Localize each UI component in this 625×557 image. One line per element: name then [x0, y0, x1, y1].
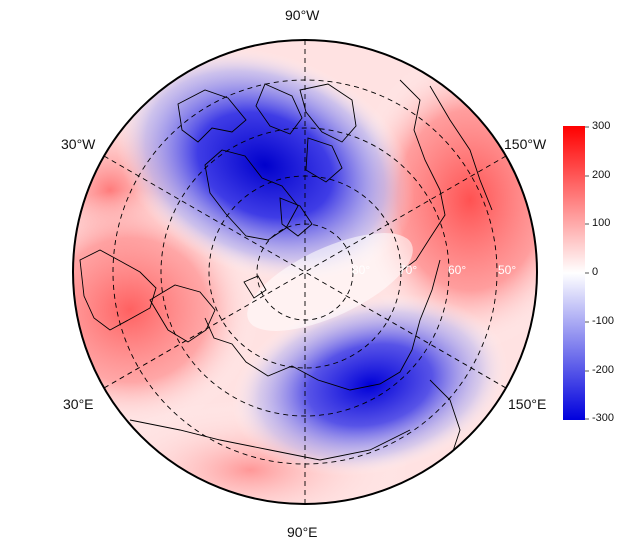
siberia-coast [204, 259, 441, 391]
greenland-coast [204, 149, 299, 241]
colorbar-label-200: 200 [592, 169, 611, 181]
colorbar-label-neg300: -300 [592, 412, 615, 424]
central-neutral-band [247, 233, 413, 331]
lon-label-30w: 30°W [61, 136, 96, 152]
siberia-negative-anomaly [231, 294, 509, 476]
lat-label-60: 60° [448, 263, 466, 277]
colorbar-gradient [563, 126, 585, 420]
canada-negative-anomaly [115, 47, 415, 283]
canadian-archipelago-coast [177, 89, 247, 143]
gridlines [103, 40, 507, 504]
colorbar-label-300: 300 [592, 120, 611, 132]
lat-label-50: 50° [498, 263, 516, 277]
map-boundary [72, 39, 538, 505]
alaska-canada-coast [399, 79, 446, 273]
asia-interior-border [129, 419, 411, 461]
hudson-bay-coast [299, 83, 357, 143]
lat-circle-60 [160, 127, 450, 417]
svalbard-coast [243, 275, 267, 299]
lon-label-30e: 30°E [63, 396, 94, 412]
lat-label-80: 80° [352, 263, 370, 277]
colorbar-label-0: 0 [592, 266, 599, 278]
colorbar-ticks [585, 126, 589, 420]
lon-label-90w: 90°W [285, 7, 320, 23]
scandinavia-coast [149, 284, 216, 343]
europe-coast [79, 249, 157, 331]
colorbar-label-neg100: -100 [592, 315, 615, 327]
lat-label-70: 70° [399, 263, 417, 277]
coastlines [79, 79, 493, 481]
anomaly-field [73, 40, 537, 504]
north-america-west-coast [429, 85, 493, 211]
lon-label-90e: 90°E [287, 524, 318, 540]
colorbar-label-100: 100 [592, 217, 611, 229]
lon-label-150e: 150°E [508, 396, 547, 412]
colorbar-label-neg200: -200 [592, 364, 615, 376]
lon-label-150w: 150°W [504, 136, 547, 152]
